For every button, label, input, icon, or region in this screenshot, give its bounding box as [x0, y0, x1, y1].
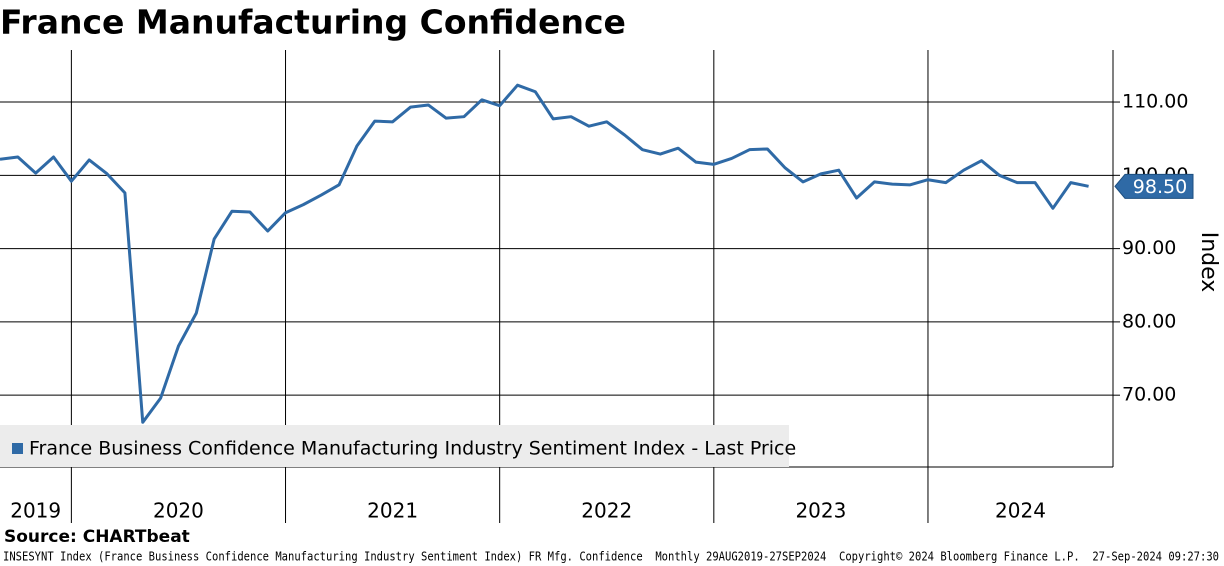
- y-tick-label: 90.00: [1122, 237, 1176, 259]
- source: Source: CHARTbeat: [4, 527, 190, 547]
- x-tick-label: 2019: [10, 499, 61, 523]
- footer: INSESYNT Index (France Business Confiden…: [3, 550, 1219, 564]
- x-tick-label: 2021: [367, 499, 418, 523]
- y-tick-label: 70.00: [1122, 384, 1176, 406]
- last-price-tag: [1114, 173, 1194, 199]
- legend-label: France Business Confidence Manufacturing…: [29, 438, 796, 460]
- legend-box: [0, 425, 789, 467]
- legend-swatch: [12, 443, 23, 454]
- x-tick-label: 2020: [153, 499, 204, 523]
- last-price-label: 98.50: [1133, 176, 1187, 198]
- y-tick-label: 110.00: [1122, 91, 1188, 113]
- y-tick-label: 80.00: [1122, 310, 1176, 332]
- data-line: [0, 83, 1089, 424]
- x-tick-label: 2024: [995, 499, 1046, 523]
- chart-title: France Manufacturing Confidence: [0, 3, 626, 42]
- x-tick-label: 2022: [581, 499, 632, 523]
- x-tick-label: 2023: [795, 499, 846, 523]
- legend: France Business Confidence Manufacturing…: [0, 425, 796, 467]
- y-axis-label: Index: [1196, 232, 1221, 293]
